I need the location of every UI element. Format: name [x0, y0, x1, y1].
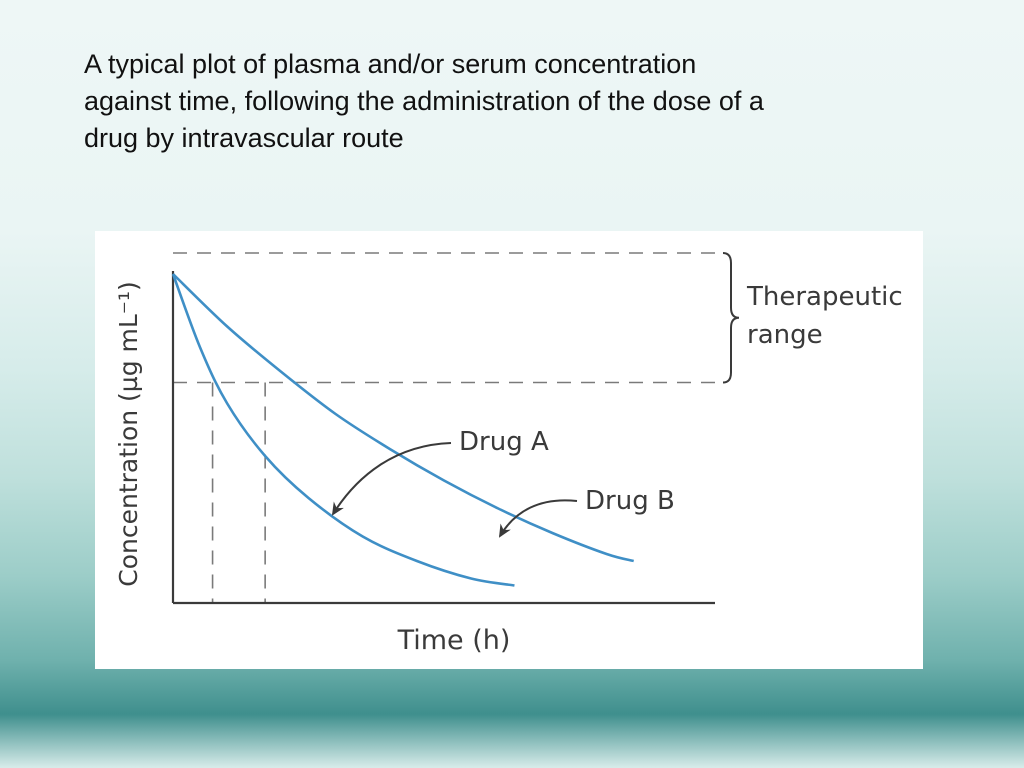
caption-line-3: drug by intravascular route	[84, 123, 404, 153]
series-line-drug-b	[172, 273, 635, 563]
x-axis-label: Time (h)	[397, 625, 511, 656]
drug-a-arrow	[331, 442, 452, 516]
drug-b-arrow	[498, 499, 578, 538]
chart-figure: Time (h) Concentration (µg mL⁻¹) Therape…	[95, 231, 923, 669]
concentration-time-chart: Time (h) Concentration (µg mL⁻¹) Therape…	[114, 252, 903, 656]
series-line-drug-a	[171, 273, 515, 587]
y-axis-label: Concentration (µg mL⁻¹)	[114, 281, 143, 587]
therapeutic-range-brace	[722, 252, 740, 384]
caption-line-2: against time, following the administrati…	[84, 86, 764, 116]
slide-caption: A typical plot of plasma and/or serum co…	[84, 46, 964, 157]
drug-b-label: Drug B	[585, 486, 675, 516]
therapeutic-range-label-line-2: range	[747, 320, 823, 350]
therapeutic-range-label-line-1: Therapeutic	[746, 282, 903, 312]
caption-line-1: A typical plot of plasma and/or serum co…	[84, 49, 697, 79]
drug-a-label: Drug A	[459, 427, 549, 457]
